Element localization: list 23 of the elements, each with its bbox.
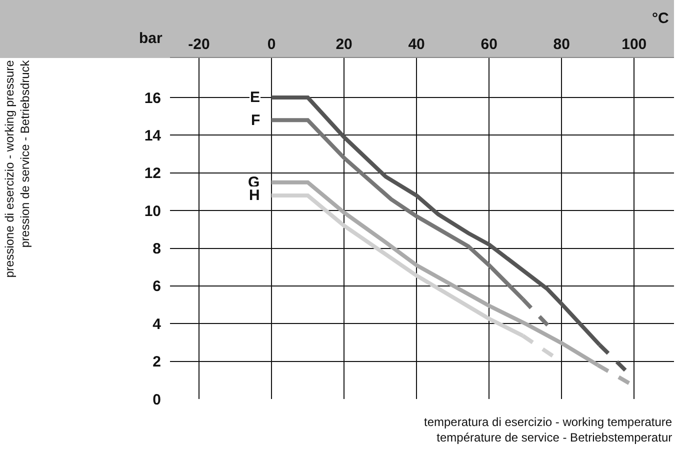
text: °C (652, 10, 669, 27)
x-tick-label: 0 (267, 36, 276, 53)
y-tick-label: 4 (152, 316, 162, 333)
y-tick-label: 2 (152, 354, 161, 371)
y-tick-label: 10 (144, 202, 161, 220)
series-label: E (250, 89, 260, 106)
y-tick-label: 8 (152, 240, 161, 258)
x-tick-label: 100 (622, 36, 647, 53)
series-label: F (251, 112, 260, 129)
x-tick-label: 60 (480, 36, 498, 53)
x-tick-label: -20 (188, 36, 210, 53)
series-label: H (249, 187, 260, 204)
x-axis-title: temperatura di esercizio - working temperature température de service - Betriebstemperatur (424, 415, 672, 445)
x-tick-label: 80 (553, 36, 570, 53)
y-tick-label: 14 (144, 127, 162, 144)
text: pressione di esercizio - working pressure pression de service - Betriebsdruck (2, 59, 32, 278)
y-tick-label: 12 (144, 165, 161, 182)
y-tick-label: 0 (152, 391, 161, 408)
x-tick-label: 40 (408, 36, 425, 53)
x-tick-label: 20 (336, 36, 352, 53)
text: bar (139, 30, 163, 47)
y-tick-label: 6 (152, 278, 161, 296)
y-tick-label: 16 (144, 90, 161, 107)
